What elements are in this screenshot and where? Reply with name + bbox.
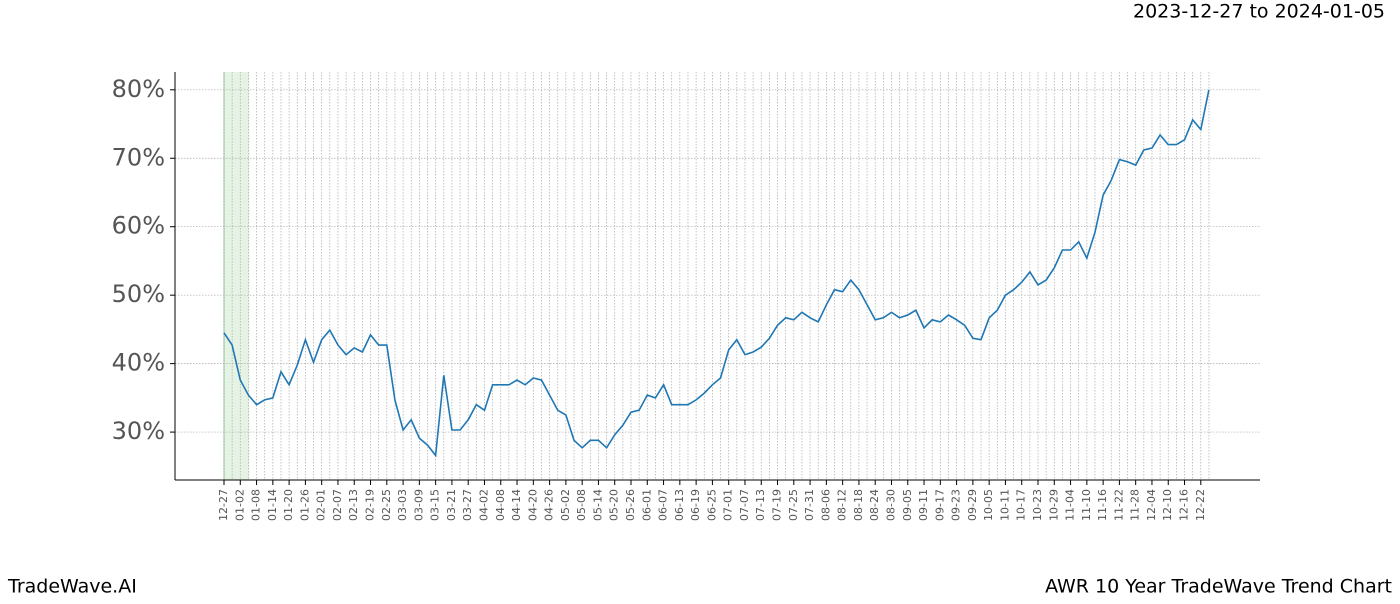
x-tick-label: 08-12: [836, 489, 849, 521]
y-tick-label: 40%: [112, 349, 165, 377]
y-tick-label: 30%: [112, 417, 165, 445]
trend-line: [223, 89, 1210, 458]
x-tick-label: 07-31: [803, 489, 816, 521]
x-tick-label: 04-02: [477, 489, 490, 521]
x-tick-label: 06-25: [705, 489, 718, 521]
x-tick-label: 09-23: [950, 489, 963, 521]
x-tick-label: 10-11: [998, 489, 1011, 521]
x-tick-label: 01-08: [250, 489, 263, 521]
x-tick-label: 12-04: [1145, 489, 1158, 521]
x-tick-label: 12-16: [1178, 489, 1191, 521]
x-tick-label: 10-17: [1015, 489, 1028, 521]
x-tick-label: 07-19: [771, 489, 784, 521]
x-tick-label: 06-07: [657, 489, 670, 521]
x-tick-label: 04-26: [543, 489, 556, 521]
x-tick-label: 09-17: [933, 489, 946, 521]
x-tick-label: 08-18: [852, 489, 865, 521]
x-tick-label: 03-21: [445, 489, 458, 521]
x-tick-label: 07-13: [754, 489, 767, 521]
x-tick-label: 10-23: [1031, 489, 1044, 521]
x-tick-label: 08-24: [868, 489, 881, 521]
x-tick-label: 03-27: [461, 489, 474, 521]
x-tick-label: 09-05: [901, 489, 914, 521]
x-tick-label: 02-25: [380, 489, 393, 521]
x-tick-label: 11-16: [1096, 489, 1109, 521]
x-tick-label: 12-27: [217, 489, 230, 521]
x-tick-label: 11-22: [1112, 489, 1125, 521]
x-tick-label: 02-01: [315, 489, 328, 521]
x-tick-label: 05-26: [624, 489, 637, 521]
x-tick-label: 09-29: [966, 489, 979, 521]
x-tick-label: 01-26: [298, 489, 311, 521]
x-tick-label: 01-20: [282, 489, 295, 521]
x-tick-label: 05-08: [575, 489, 588, 521]
x-tick-label: 05-20: [608, 489, 621, 521]
x-tick-label: 10-05: [982, 489, 995, 521]
x-tick-label: 07-01: [722, 489, 735, 521]
x-tick-label: 05-02: [559, 489, 572, 521]
y-tick-label: 60%: [112, 212, 165, 240]
x-tick-label: 04-14: [510, 489, 523, 521]
x-tick-label: 01-14: [266, 489, 279, 521]
chart-subtitle: 2023-12-27 to 2024-01-05: [1133, 1, 1385, 23]
x-tick-label: 03-09: [412, 489, 425, 521]
x-tick-label: 08-30: [884, 489, 897, 521]
x-tick-label: 05-14: [591, 489, 604, 521]
x-tick-label: 06-01: [640, 489, 653, 521]
watermark: TradeWave.AI: [7, 576, 137, 598]
chart-title: AWR 10 Year TradeWave Trend Chart: [1045, 576, 1392, 598]
x-tick-label: 04-20: [526, 489, 539, 521]
x-tick-label: 06-13: [673, 489, 686, 521]
x-tick-label: 03-15: [429, 489, 442, 521]
x-tick-label: 04-08: [494, 489, 507, 521]
x-tick-label: 11-28: [1129, 489, 1142, 521]
x-tick-label: 03-03: [396, 489, 409, 521]
x-tick-label: 02-19: [364, 489, 377, 521]
y-tick-label: 70%: [112, 143, 165, 171]
x-tick-label: 08-06: [819, 489, 832, 521]
y-tick-label: 50%: [112, 280, 165, 308]
x-tick-label: 07-07: [738, 489, 751, 521]
highlight-window: [224, 72, 250, 480]
x-tick-label: 09-11: [917, 489, 930, 521]
x-tick-label: 02-13: [347, 489, 360, 521]
x-tick-label: 01-02: [233, 489, 246, 521]
x-tick-label: 02-07: [331, 489, 344, 521]
x-tick-label: 07-25: [787, 489, 800, 521]
y-tick-label: 80%: [112, 75, 165, 103]
x-tick-label: 10-29: [1047, 489, 1060, 521]
x-tick-label: 11-04: [1064, 489, 1077, 521]
x-tick-label: 06-19: [689, 489, 702, 521]
x-tick-label: 12-22: [1194, 489, 1207, 521]
x-tick-label: 12-10: [1161, 489, 1174, 521]
x-tick-label: 11-10: [1080, 489, 1093, 521]
